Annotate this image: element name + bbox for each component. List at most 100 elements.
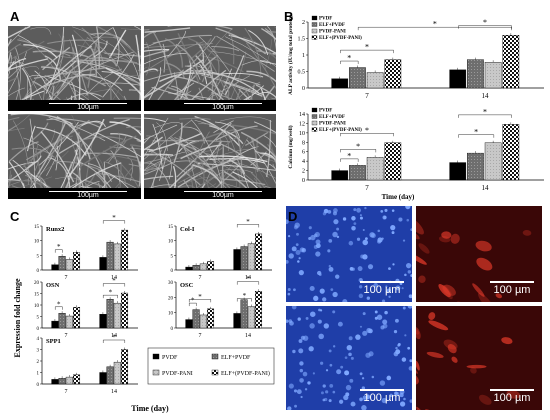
legend-label: PVDF [319, 109, 332, 114]
scale-bar-label: 100µm [212, 192, 234, 199]
bar [72, 374, 81, 385]
significance-bracket [103, 294, 118, 299]
legend-swatch [311, 127, 318, 132]
legend-label: ELF+(PVDF-PANI) [319, 128, 362, 133]
chart-title: OSN [46, 282, 60, 289]
bar [185, 266, 193, 271]
bar [58, 256, 66, 271]
actin-texture [416, 217, 532, 302]
y-tick-label: 5 [37, 254, 40, 259]
scale-bar-strip: 100µm [8, 188, 141, 199]
chart-title: SPP1 [46, 338, 61, 345]
significance-bracket [237, 224, 259, 228]
scale-bar-label: 100 µm [363, 392, 401, 404]
significance-mark: * [109, 289, 113, 297]
y-tick-label: 20 [34, 281, 40, 286]
significance-bracket [237, 298, 252, 302]
fiber-texture [8, 26, 141, 111]
legend-item: PVDF-PANI [152, 369, 193, 377]
y-tick-label: 0 [37, 383, 40, 388]
y-tick-label: 2 [37, 360, 40, 365]
y-tick-label: 0 [171, 269, 174, 274]
scale-bar-strip: 100µm [144, 100, 276, 111]
y-tick-label: 6 [302, 150, 305, 156]
nuclei-texture [286, 306, 412, 410]
chart-title: Col-I [180, 226, 195, 233]
bar [254, 233, 263, 271]
bar [199, 263, 207, 271]
bar [106, 241, 114, 271]
scale-bar: 100 µm [490, 281, 534, 296]
significance-bracket [189, 302, 197, 307]
bar [113, 243, 121, 271]
significance-mark: * [57, 300, 61, 308]
scale-bar: 100 µm [360, 281, 404, 296]
y-tick-label: 15 [34, 293, 40, 298]
y-tick-label: 10 [34, 240, 40, 245]
legend-swatch [311, 28, 318, 34]
y-tick-label: 14 [299, 112, 305, 118]
sem-image-3: 100µm [8, 114, 141, 199]
x-tick-label: 14 [482, 184, 490, 192]
x-tick-label: 14 [482, 92, 490, 100]
legend-label: PVDF-PANI [162, 371, 193, 377]
panel-c-xlabel: Time (day) [131, 404, 169, 413]
bar [192, 309, 200, 329]
bar [502, 35, 520, 89]
legend-item: ELF+(PVDF-PANI) [211, 369, 270, 377]
bar [384, 59, 402, 89]
bar [247, 243, 255, 271]
fluorescence-red-2: 100 µm [416, 306, 542, 410]
bar [254, 291, 263, 329]
significance-bracket [237, 281, 259, 285]
panel-c-legend: PVDF ELF+PVDF PVDF-PANI ELF+(PVDF-PANI) [147, 347, 275, 385]
legend-swatch [311, 15, 318, 21]
significance-bracket [55, 306, 63, 310]
x-tick-label: 7 [365, 92, 369, 100]
y-tick-label: 4 [302, 159, 305, 165]
x-tick-label: 7 [199, 333, 202, 339]
legend-label: PVDF-PANI [319, 30, 346, 35]
panel-c-ylabel: Expression fold change [13, 278, 22, 357]
significance-mark: * [112, 334, 116, 342]
bar [120, 292, 129, 329]
significance-mark: * [112, 277, 116, 285]
significance-mark: * [57, 243, 61, 251]
legend-label: ELF+(PVDF-PANI) [319, 36, 362, 41]
scale-bar [49, 103, 127, 104]
scale-bar-strip: 100µm [144, 188, 276, 199]
bar [113, 361, 121, 385]
legend-item: PVDF [152, 353, 178, 361]
y-tick-label: 0 [302, 178, 305, 184]
significance-mark: * [356, 142, 360, 151]
fluorescence-dapi-2: 100 µm [286, 306, 412, 410]
legend-item: ELF+PVDF [211, 353, 251, 361]
significance-bracket [340, 49, 394, 54]
y-tick-label: 10 [34, 304, 40, 309]
bar [484, 62, 502, 89]
y-tick-label: 15 [168, 225, 174, 230]
significance-mark: * [347, 151, 351, 160]
bar [99, 257, 107, 271]
y-tick-label: 0 [171, 327, 174, 332]
y-tick-label: 15 [34, 225, 40, 230]
bar [65, 376, 73, 385]
significance-mark: * [191, 297, 195, 305]
y-tick-label: 2 [302, 169, 305, 175]
significance-mark: * [433, 20, 437, 29]
bar [51, 320, 59, 329]
x-tick-label: 14 [245, 275, 251, 281]
significance-bracket [340, 149, 377, 153]
x-tick-label: 14 [111, 333, 117, 339]
bar [106, 366, 114, 385]
bar [120, 349, 129, 385]
significance-mark: * [474, 127, 478, 136]
x-tick-label: 7 [199, 275, 202, 281]
actin-texture [416, 312, 521, 410]
scale-bar: 100 µm [490, 389, 534, 404]
legend-swatch [311, 120, 318, 126]
fluorescence-red-1: 100 µm [416, 206, 542, 302]
